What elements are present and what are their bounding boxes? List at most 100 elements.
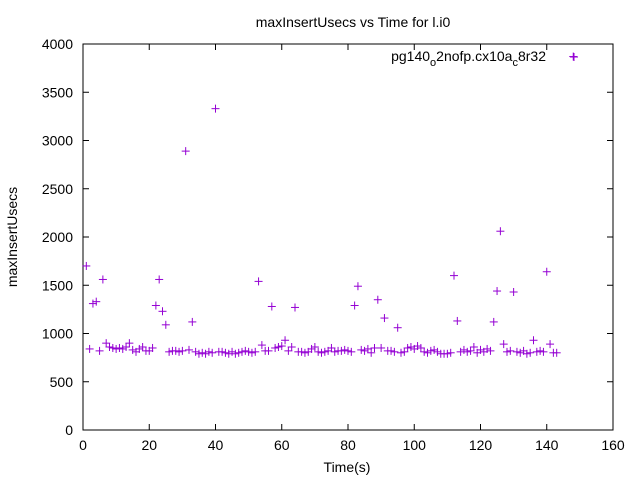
data-point: [281, 336, 290, 345]
data-point: [291, 303, 299, 312]
data-point: [138, 343, 147, 352]
x-tick-label: 80: [340, 437, 356, 453]
data-point: [450, 271, 458, 280]
data-point: [128, 345, 137, 354]
data-point: [526, 348, 535, 357]
x-tick-label: 20: [141, 437, 157, 453]
data-point: [400, 347, 409, 356]
data-point: [82, 261, 91, 270]
data-point: [135, 344, 144, 353]
data-point: [234, 348, 243, 357]
data-point: [85, 344, 94, 353]
data-point: [257, 341, 266, 350]
data-point: [350, 301, 359, 310]
data-point: [552, 348, 561, 357]
data-point: [251, 347, 260, 356]
y-tick-label: 2000: [42, 229, 73, 245]
data-point: [430, 345, 439, 354]
y-tick-label: 3500: [42, 84, 73, 100]
data-point: [330, 347, 339, 356]
y-tick-label: 1500: [42, 277, 73, 293]
data-point: [221, 348, 230, 357]
x-tick-label: 160: [601, 437, 625, 453]
data-point: [310, 343, 319, 352]
x-axis-label: Time(s): [324, 459, 371, 475]
data-point: [542, 267, 551, 276]
x-tick-label: 0: [79, 437, 87, 453]
data-point: [300, 348, 309, 357]
data-point: [211, 104, 220, 113]
data-point: [228, 347, 237, 356]
data-point: [516, 348, 525, 357]
data-point: [493, 287, 502, 296]
x-tick-label: 40: [208, 437, 224, 453]
data-point: [353, 282, 362, 291]
data-point: [161, 320, 170, 329]
data-point: [92, 297, 101, 306]
data-point: [247, 348, 256, 357]
ticks: 0 20 40 60 80 100 120 140 160 0 500 1000 1500 2000 250…: [42, 36, 625, 453]
data-point: [377, 343, 386, 352]
x-tick-label: 60: [274, 437, 290, 453]
data-point: [148, 343, 157, 352]
data-point: [476, 345, 485, 354]
y-tick-label: 1000: [42, 326, 73, 342]
data-point: [95, 346, 104, 355]
data-point: [102, 339, 111, 348]
legend-segment: pg140: [391, 48, 430, 64]
data-point: [344, 346, 352, 355]
data-point: [387, 346, 396, 355]
data-point: [446, 348, 455, 357]
data-point: [367, 348, 376, 357]
data-point: [453, 316, 462, 325]
data-point: [390, 347, 399, 356]
legend-marker: [570, 53, 578, 61]
data-point: [122, 343, 131, 352]
data-point: [509, 288, 518, 297]
data-point: [536, 346, 545, 355]
x-tick-label: 140: [535, 437, 559, 453]
data-point: [307, 344, 316, 353]
data-point: [191, 347, 200, 356]
legend-subscript: c: [512, 57, 518, 69]
legend-marker-symbol: [570, 53, 578, 61]
data-point: [426, 346, 435, 355]
data-point: [397, 348, 405, 357]
data-point: [506, 346, 515, 355]
data-point: [416, 343, 425, 352]
data-point: [420, 347, 429, 356]
data-point: [158, 307, 167, 316]
data-point: [264, 346, 273, 355]
data-point: [277, 342, 286, 351]
data-point: [363, 344, 372, 353]
x-tick-label: 120: [469, 437, 493, 453]
data-point: [380, 314, 389, 323]
data-point: [486, 346, 495, 355]
data-point: [360, 346, 369, 355]
legend-segment: 2nofp.cx10a: [436, 48, 512, 64]
data-point: [271, 343, 280, 352]
data-point: [88, 299, 97, 308]
y-tick-label: 500: [50, 374, 74, 390]
data-point: [188, 317, 197, 326]
data-point: [469, 343, 478, 352]
legend-label: pg140o2nofp.cx10ac8r32: [391, 48, 546, 69]
data-point: [241, 346, 250, 355]
data-point: [503, 347, 511, 356]
data-point: [357, 345, 366, 354]
data-point: [105, 343, 114, 352]
data-point: [347, 347, 356, 356]
data-point: [118, 344, 127, 353]
data-point: [284, 346, 293, 355]
y-tick-label: 0: [65, 422, 73, 438]
data-point: [178, 346, 187, 355]
data-point: [115, 343, 124, 352]
chart-title: maxInsertUsecs vs Time for l.i0: [256, 14, 451, 30]
data-point: [546, 340, 555, 349]
data-point: [287, 343, 296, 352]
data-point: [512, 347, 521, 356]
data-point: [175, 347, 184, 356]
y-tick-label: 4000: [42, 36, 73, 52]
data-point: [125, 339, 134, 348]
